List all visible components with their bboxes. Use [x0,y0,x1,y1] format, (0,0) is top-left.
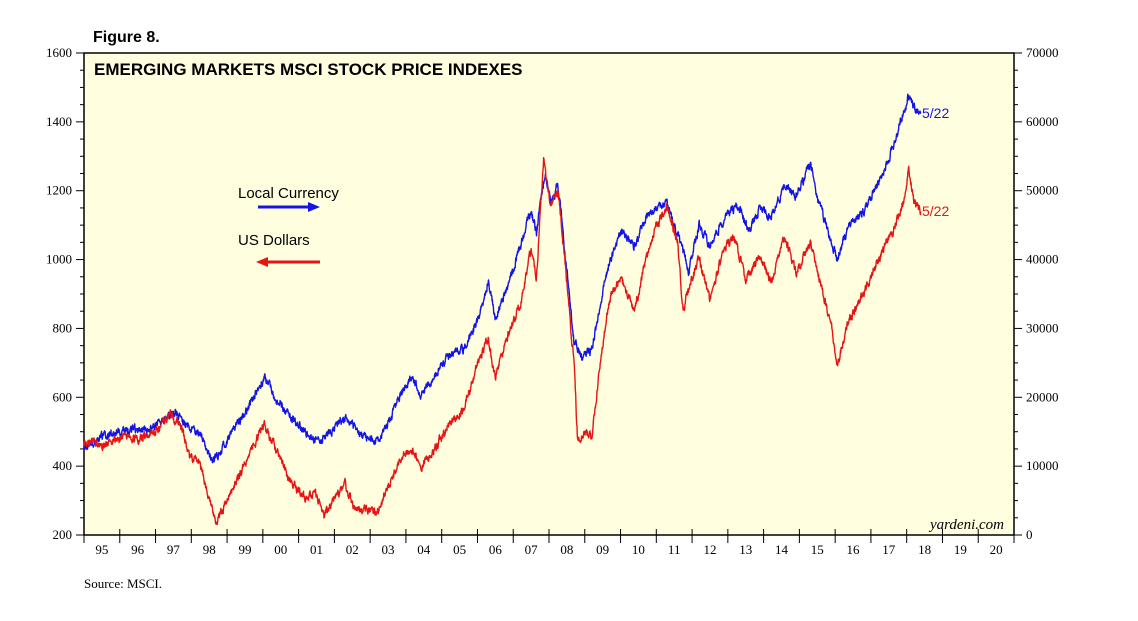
right-axis-tick-label: 0 [1026,527,1033,542]
right-axis-tick-label: 20000 [1026,389,1059,404]
right-axis-tick-label: 10000 [1026,458,1059,473]
x-axis-tick-label: 97 [167,542,181,557]
x-axis-tick-label: 17 [882,542,896,557]
left-axis: 200 400 600 800 1000 1200 1400 1600 [46,45,84,542]
x-axis-tick-label: 95 [95,542,108,557]
x-axis-tick-label: 08 [560,542,573,557]
right-axis-tick-label: 40000 [1026,252,1059,267]
left-axis-tick-label: 600 [53,389,73,404]
x-axis-tick-label: 03 [382,542,395,557]
series-line-local-currency [83,93,922,464]
plot-area [83,52,1015,536]
x-axis-tick-label: 05 [453,542,466,557]
x-axis-tick-label: 14 [775,542,789,557]
source-note: Source: MSCI. [84,576,162,591]
x-axis-tick-label: 00 [274,542,287,557]
legend-arrow-left-icon [256,257,268,267]
x-axis-tick-label: 18 [918,542,931,557]
legend-label-local-currency: Local Currency [238,185,339,202]
figure-label: Figure 8. [93,29,160,46]
legend-arrow-right-icon [308,202,320,212]
left-axis-tick-label: 800 [53,320,73,335]
right-axis: 0 10000 20000 30000 40000 50000 60000 70000 [1014,45,1059,542]
x-axis-tick-label: 13 [739,542,752,557]
series-layer [83,93,922,525]
x-axis-tick-label: 02 [346,542,359,557]
right-axis-tick-label: 60000 [1026,114,1059,129]
x-axis-tick-label: 96 [131,542,145,557]
x-axis-tick-label: 07 [525,542,539,557]
x-axis-tick-label: 04 [417,542,431,557]
x-axis-tick-label: 16 [847,542,861,557]
right-axis-tick-label: 50000 [1026,183,1059,198]
left-axis-tick-label: 400 [53,458,73,473]
x-axis-tick-label: 10 [632,542,645,557]
x-axis-tick-label: 20 [990,542,1003,557]
right-axis-tick-label: 70000 [1026,45,1059,60]
series-line-us-dollars [83,157,922,525]
left-axis-tick-label: 1600 [46,45,72,60]
left-axis-tick-label: 1000 [46,252,72,267]
x-axis: 95 96 97 98 99 00 01 02 03 04 05 06 07 08 09 10 11 12 13 14… [83,529,1015,557]
end-label-us-dollars: 5/22 [922,203,949,219]
x-axis-tick-label: 09 [596,542,609,557]
watermark: yardeni.com [928,517,1004,533]
right-axis-tick-label: 30000 [1026,320,1059,335]
x-axis-tick-label: 01 [310,542,323,557]
left-axis-tick-label: 1200 [46,183,72,198]
x-axis-tick-label: 12 [703,542,716,557]
end-label-local-currency: 5/22 [922,105,949,121]
x-axis-tick-label: 06 [489,542,503,557]
left-axis-tick-label: 200 [53,527,73,542]
legend-label-us-dollars: US Dollars [238,232,310,249]
x-axis-tick-label: 11 [668,542,681,557]
x-axis-tick-label: 98 [203,542,216,557]
x-axis-tick-label: 15 [811,542,824,557]
left-axis-tick-label: 1400 [46,114,72,129]
chart-title: EMERGING MARKETS MSCI STOCK PRICE INDEXE… [94,60,523,79]
legend: Local Currency US Dollars [238,185,339,267]
x-axis-tick-label: 99 [238,542,251,557]
x-axis-tick-label: 19 [954,542,967,557]
